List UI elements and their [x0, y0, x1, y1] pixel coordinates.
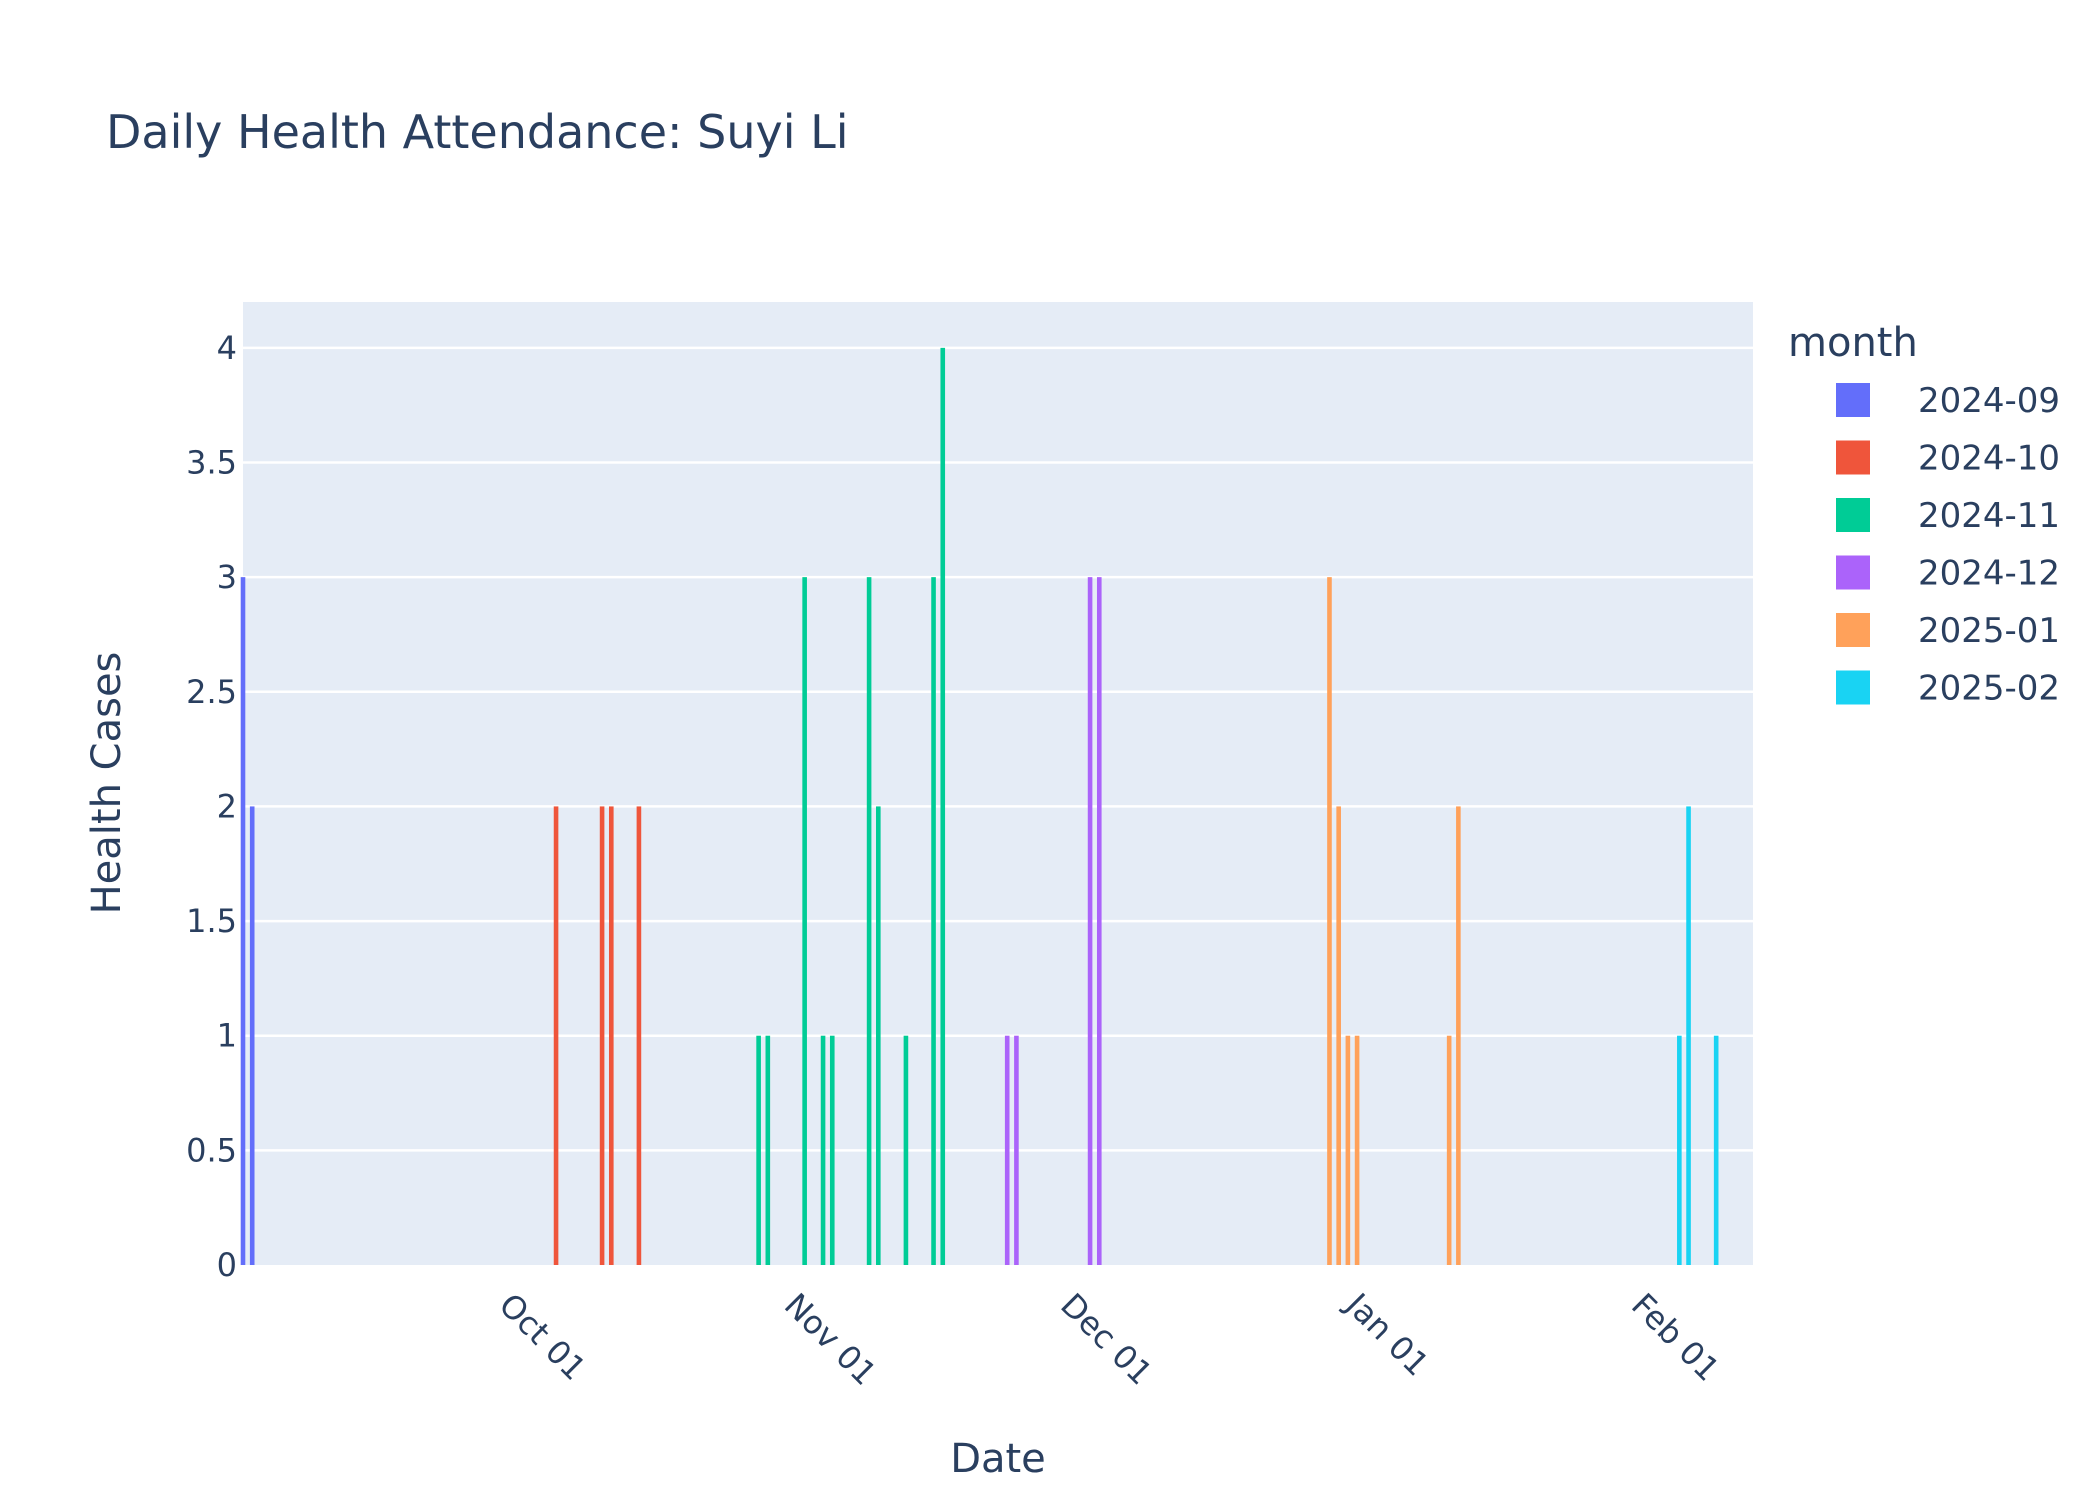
legend-label: 2025-01 — [1918, 611, 2060, 651]
x-tick-label: Nov 01 — [777, 1286, 884, 1393]
bar — [1354, 1035, 1360, 1265]
y-tick-label: 1.5 — [186, 902, 237, 940]
bar — [876, 806, 881, 1265]
bar — [553, 806, 559, 1265]
plot-area — [243, 302, 1753, 1265]
y-tick-labels: 0 0.5 1 1.5 2 2.5 3 3.5 4 — [186, 329, 237, 1284]
x-tick-label: Oct 01 — [492, 1286, 594, 1388]
y-tick-label: 2 — [217, 787, 237, 825]
y-tick-label: 0.5 — [186, 1131, 237, 1169]
bar — [931, 577, 936, 1265]
y-tick-label: 4 — [217, 329, 237, 367]
legend-label: 2024-11 — [1918, 496, 2060, 536]
bar — [1014, 1035, 1019, 1265]
legend-swatch — [1836, 498, 1870, 532]
bar — [1004, 1035, 1010, 1265]
bar — [903, 1035, 909, 1265]
bar — [765, 1035, 771, 1265]
legend-label: 2025-02 — [1918, 669, 2060, 709]
bar — [940, 347, 946, 1265]
legend-title: month — [1788, 320, 1918, 366]
bar — [829, 1035, 835, 1265]
gridlines — [243, 346, 1753, 1152]
bar — [1713, 1035, 1719, 1265]
legend-swatch — [1836, 613, 1870, 647]
x-tick-labels: Oct 01 Nov 01 Dec 01 Jan 01 Feb 01 — [492, 1284, 1727, 1392]
bar — [1446, 1035, 1452, 1265]
bar — [802, 577, 807, 1265]
bar — [1327, 577, 1332, 1265]
legend-swatch — [1836, 383, 1870, 417]
legend-label: 2024-09 — [1918, 381, 2060, 421]
x-tick-label: Feb 01 — [1624, 1286, 1727, 1389]
y-tick-label: 3.5 — [186, 444, 237, 482]
x-tick-label: Dec 01 — [1053, 1286, 1160, 1393]
y-tick-label: 1 — [217, 1017, 237, 1055]
legend-label: 2024-12 — [1918, 554, 2060, 594]
legend-swatch — [1836, 555, 1870, 590]
bar — [1096, 577, 1102, 1265]
y-tick-label: 0 — [217, 1246, 237, 1284]
bar — [599, 806, 605, 1265]
legend-swatch — [1836, 440, 1870, 475]
x-tick-label: Jan 01 — [1337, 1284, 1436, 1383]
bar — [1336, 806, 1341, 1265]
bar — [249, 806, 255, 1265]
legend-swatch — [1836, 670, 1870, 705]
bars — [240, 347, 1719, 1265]
y-tick-label: 3 — [217, 558, 237, 596]
bar — [1677, 1035, 1682, 1265]
bar — [866, 577, 872, 1265]
bar — [636, 806, 642, 1265]
bar — [1345, 1035, 1351, 1265]
bar — [240, 577, 246, 1265]
bar — [756, 1035, 761, 1265]
chart-title: Daily Health Attendance: Suyi Li — [106, 105, 849, 159]
y-axis-title: Health Cases — [84, 652, 130, 915]
legend-label: 2024-10 — [1918, 439, 2060, 479]
bar — [1456, 806, 1461, 1265]
bar — [820, 1035, 826, 1265]
bar — [1087, 577, 1093, 1265]
x-axis-title: Date — [950, 1436, 1046, 1482]
bar — [608, 806, 614, 1265]
bar — [1686, 806, 1691, 1265]
y-tick-label: 2.5 — [186, 673, 237, 711]
legend: month 2024-09 2024-10 2024-11 2024-12 2025-0… — [1788, 320, 2060, 709]
